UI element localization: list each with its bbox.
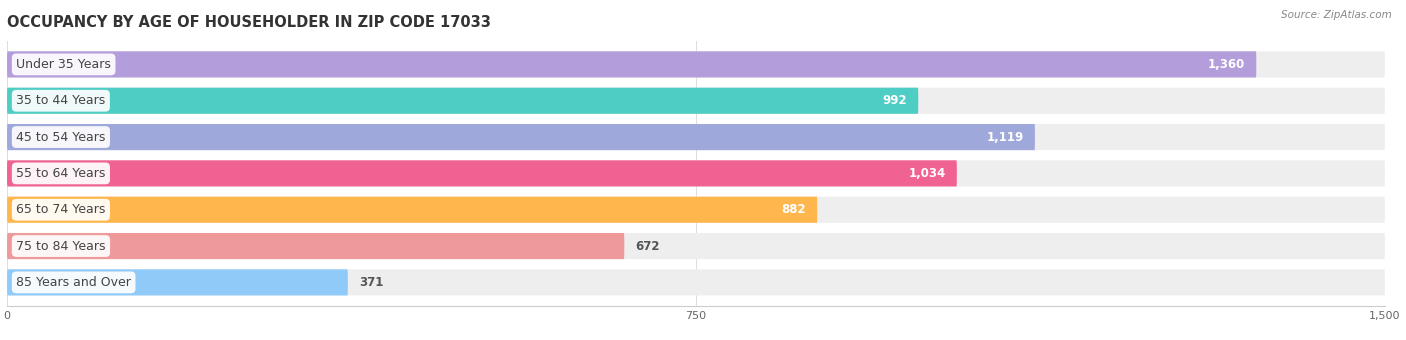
Text: 35 to 44 Years: 35 to 44 Years [17,94,105,107]
FancyBboxPatch shape [7,51,1385,78]
Text: 371: 371 [359,276,384,289]
Text: 992: 992 [883,94,907,107]
Text: 1,360: 1,360 [1208,58,1246,71]
Text: 882: 882 [782,203,806,216]
Text: 672: 672 [636,240,659,253]
FancyBboxPatch shape [7,197,1385,223]
FancyBboxPatch shape [7,197,817,223]
FancyBboxPatch shape [7,124,1035,150]
FancyBboxPatch shape [7,124,1385,150]
FancyBboxPatch shape [7,88,918,114]
FancyBboxPatch shape [7,269,1385,295]
FancyBboxPatch shape [7,160,957,186]
Text: 75 to 84 Years: 75 to 84 Years [17,240,105,253]
Text: 1,119: 1,119 [987,131,1024,143]
FancyBboxPatch shape [7,269,347,295]
FancyBboxPatch shape [7,233,624,259]
FancyBboxPatch shape [7,51,1257,78]
Text: 85 Years and Over: 85 Years and Over [17,276,131,289]
Text: 45 to 54 Years: 45 to 54 Years [17,131,105,143]
Text: OCCUPANCY BY AGE OF HOUSEHOLDER IN ZIP CODE 17033: OCCUPANCY BY AGE OF HOUSEHOLDER IN ZIP C… [7,15,491,30]
FancyBboxPatch shape [7,233,1385,259]
Text: 55 to 64 Years: 55 to 64 Years [17,167,105,180]
FancyBboxPatch shape [7,88,1385,114]
Text: 65 to 74 Years: 65 to 74 Years [17,203,105,216]
Text: Under 35 Years: Under 35 Years [17,58,111,71]
Text: Source: ZipAtlas.com: Source: ZipAtlas.com [1281,10,1392,20]
FancyBboxPatch shape [7,160,1385,186]
Text: 1,034: 1,034 [908,167,946,180]
